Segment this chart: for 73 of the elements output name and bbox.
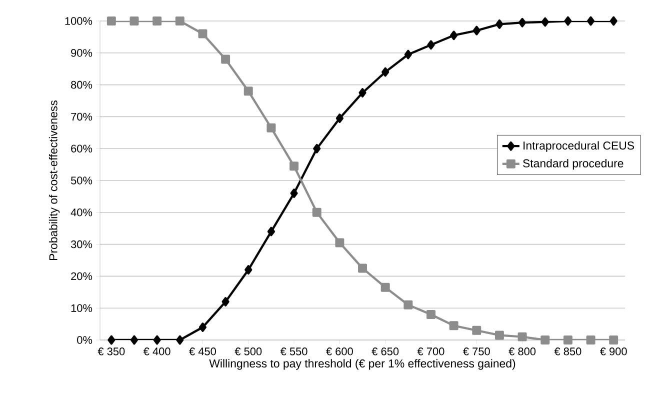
y-axis-title: Probability of cost-effectiveness — [48, 100, 60, 260]
point — [494, 330, 504, 340]
point — [518, 18, 526, 28]
y-tick-label: 20% — [71, 272, 92, 280]
point — [358, 264, 368, 273]
point — [426, 310, 436, 319]
point — [404, 300, 413, 310]
x-tick-label: € 650 — [372, 348, 399, 356]
point — [450, 30, 458, 40]
legend-label: Intraprocedural CEUS — [524, 141, 634, 152]
point — [540, 336, 550, 344]
x-tick-label: € 500 — [234, 348, 262, 356]
x-tick-label: € 750 — [463, 348, 490, 356]
y-tick-label: 100% — [65, 17, 92, 25]
point — [586, 336, 596, 344]
point — [518, 332, 527, 342]
y-tick-label: 90% — [71, 49, 92, 57]
point — [106, 16, 116, 26]
point — [472, 326, 482, 335]
x-tick-label: € 450 — [189, 348, 216, 356]
y-tick-label: 60% — [71, 144, 92, 152]
point — [380, 282, 390, 292]
point — [108, 335, 116, 345]
point — [335, 238, 344, 248]
point — [336, 114, 344, 123]
point — [244, 86, 253, 96]
point — [586, 16, 595, 26]
y-tick-label: 80% — [71, 80, 92, 89]
x-tick-label: € 900 — [600, 348, 627, 356]
x-tick-label: € 850 — [554, 348, 582, 356]
point — [472, 26, 480, 36]
legend-label: Standard procedure — [523, 158, 624, 170]
point — [564, 16, 572, 26]
point — [222, 297, 230, 306]
x-axis-title: Willingness to pay threshold (€ per 1% effectiveness gained) — [209, 359, 516, 370]
point — [609, 336, 618, 344]
point — [266, 123, 276, 132]
point — [267, 226, 275, 236]
point — [427, 40, 435, 50]
y-tick-label: 70% — [71, 112, 92, 121]
x-tick-label: € 700 — [417, 348, 444, 356]
point — [130, 16, 139, 26]
point — [382, 67, 390, 77]
point — [496, 19, 504, 29]
point — [290, 162, 299, 171]
point — [312, 208, 322, 217]
point — [313, 144, 321, 154]
point — [244, 265, 252, 275]
point — [449, 321, 458, 330]
x-tick-label: € 600 — [326, 348, 353, 356]
x-tick-label: € 550 — [280, 348, 308, 356]
point — [198, 322, 207, 332]
point — [610, 16, 618, 26]
point — [541, 17, 549, 27]
y-tick-label: 0% — [77, 336, 92, 344]
point — [152, 16, 162, 26]
point — [153, 335, 161, 345]
x-tick-label: € 350 — [98, 348, 125, 356]
point — [221, 54, 230, 64]
y-tick-label: 30% — [70, 240, 92, 248]
y-tick-label: 50% — [70, 176, 92, 184]
y-tick-label: 10% — [71, 304, 92, 312]
point — [563, 336, 572, 344]
point — [290, 188, 298, 198]
point — [130, 335, 138, 345]
point — [175, 16, 184, 26]
x-tick-label: € 800 — [508, 348, 536, 356]
y-tick-label: 40% — [70, 208, 92, 216]
point — [404, 50, 412, 60]
point — [176, 335, 184, 345]
x-tick-label: € 400 — [143, 348, 170, 356]
point — [358, 88, 366, 98]
point — [198, 29, 208, 38]
